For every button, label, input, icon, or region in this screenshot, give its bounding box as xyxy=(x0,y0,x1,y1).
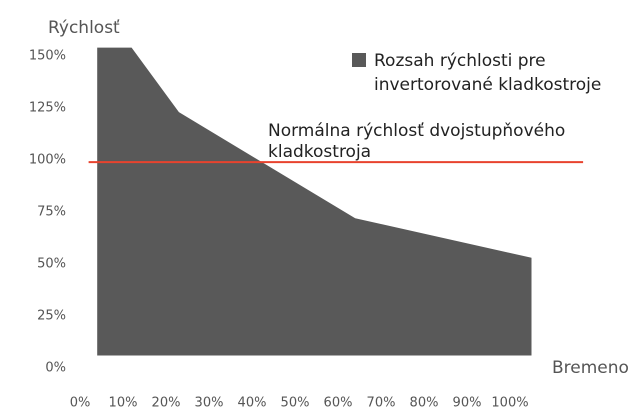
y-tick-label: 25% xyxy=(37,309,66,324)
reference-label: kladkostroja xyxy=(268,142,371,162)
y-tick-label: 75% xyxy=(37,205,66,220)
legend-label: invertorované kladkostroje xyxy=(374,75,601,95)
reference-label: Normálna rýchlosť dvojstupňového xyxy=(268,121,565,141)
x-tick-label: 90% xyxy=(453,396,482,411)
legend-label: Rozsah rýchlosti pre xyxy=(374,51,546,71)
legend-swatch xyxy=(352,53,366,67)
x-tick-label: 50% xyxy=(281,396,310,411)
x-tick-label: 40% xyxy=(238,396,267,411)
y-tick-label: 125% xyxy=(29,101,66,116)
range-area xyxy=(97,47,532,356)
x-tick-label: 10% xyxy=(109,396,138,411)
y-axis-title: Rýchlosť xyxy=(48,18,120,38)
x-tick-label: 30% xyxy=(195,396,224,411)
x-tick-label: 20% xyxy=(152,396,181,411)
x-tick-label: 100% xyxy=(491,396,528,411)
x-axis-title: Bremeno xyxy=(552,358,629,378)
x-tick-label: 0% xyxy=(70,396,91,411)
y-tick-label: 50% xyxy=(37,257,66,272)
x-tick-label: 60% xyxy=(324,396,353,411)
y-tick-label: 150% xyxy=(29,49,66,64)
y-tick-label: 0% xyxy=(45,361,66,376)
y-tick-label: 100% xyxy=(29,153,66,168)
x-tick-label: 70% xyxy=(367,396,396,411)
x-tick-label: 80% xyxy=(410,396,439,411)
